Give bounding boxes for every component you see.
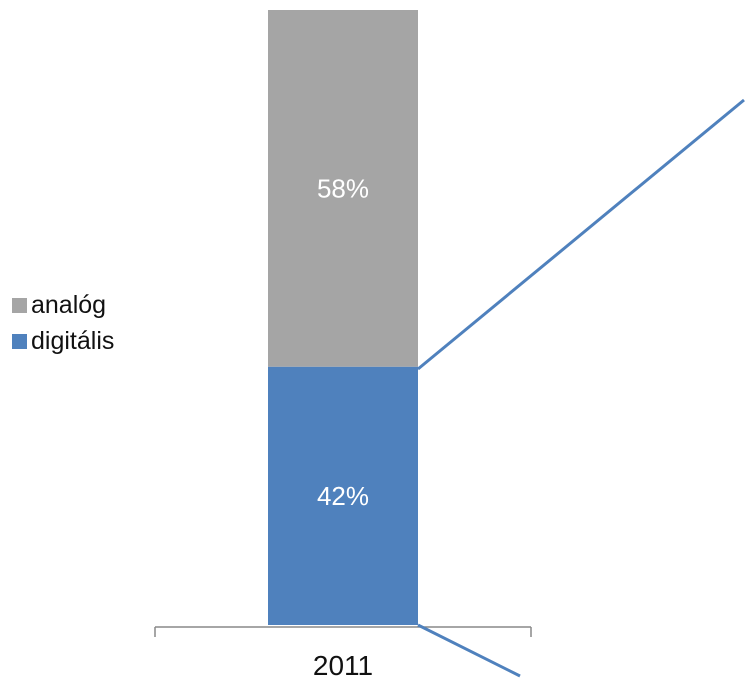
bar-segment-digital: [268, 366, 418, 625]
legend-swatch-analog: [12, 297, 27, 313]
x-axis: 2011: [154, 626, 532, 678]
bar-group: 42% 58%: [268, 10, 418, 625]
connector-line-lower: [417, 623, 521, 678]
data-label-digital: 42%: [317, 481, 369, 511]
legend-label-analog: analóg: [31, 290, 107, 319]
legend-item-digital: digitális: [12, 323, 114, 359]
data-label-analog: 58%: [317, 173, 369, 203]
legend-item-analog: analóg: [12, 287, 114, 323]
connector-lines: [417, 98, 745, 678]
legend: analóg digitális: [12, 287, 114, 359]
legend-swatch-digital: [12, 333, 27, 349]
x-tick-label: 2011: [313, 650, 373, 678]
bar-segment-analog: [268, 10, 418, 367]
connector-line-upper: [417, 98, 745, 371]
legend-label-digital: digitális: [31, 326, 115, 355]
